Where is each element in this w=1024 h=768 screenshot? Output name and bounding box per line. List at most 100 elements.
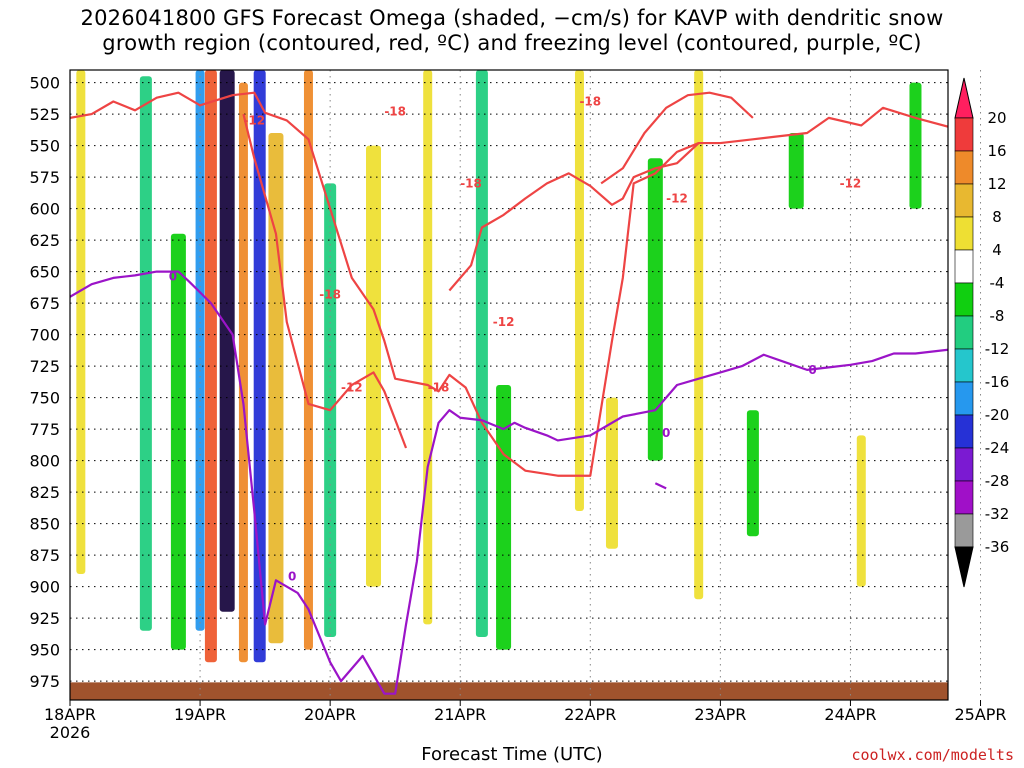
omega-blob xyxy=(366,145,382,587)
contour-label: -12 xyxy=(341,381,363,395)
x-tick-label: 19APR xyxy=(174,705,226,724)
omega-blob xyxy=(605,397,618,549)
omega-blob xyxy=(268,133,284,644)
x-tick-label: 22APR xyxy=(564,705,616,724)
omega-blob xyxy=(574,70,584,511)
contour-label: 0 xyxy=(808,363,816,377)
x-tick-label: 23APR xyxy=(694,705,746,724)
contour-label: -18 xyxy=(384,105,406,119)
colorbar-label: -12 xyxy=(985,340,1010,358)
contour-line xyxy=(70,91,700,477)
x-tick-label: 24APR xyxy=(824,705,876,724)
terrain-fill xyxy=(70,682,948,700)
y-tick-label: 575 xyxy=(29,168,60,187)
colorbar-top-arrow xyxy=(954,77,974,119)
colorbar-swatch xyxy=(954,249,974,284)
colorbar-swatch xyxy=(954,183,974,218)
y-tick-label: 950 xyxy=(29,641,60,660)
omega-blob xyxy=(788,133,804,209)
contour-line xyxy=(654,482,667,490)
contour-label: 0 xyxy=(288,570,296,584)
omega-blob xyxy=(139,76,152,631)
chart-title: 2026041800 GFS Forecast Omega (shaded, −… xyxy=(0,6,1024,56)
contour-label: -12 xyxy=(493,315,515,329)
y-tick-label: 900 xyxy=(29,578,60,597)
y-tick-label: 800 xyxy=(29,452,60,471)
colorbar-swatch xyxy=(954,117,974,152)
grid xyxy=(69,70,982,700)
colorbar-label: -24 xyxy=(985,439,1010,457)
colorbar-swatch xyxy=(954,216,974,251)
y-tick-label: 975 xyxy=(29,672,60,691)
colorbar-label: 12 xyxy=(987,175,1006,193)
colorbar-label: 4 xyxy=(992,241,1002,259)
omega-blob xyxy=(253,70,266,663)
credit-text: coolwx.com/modelts xyxy=(851,746,1014,764)
x-tick-label: 20APR xyxy=(304,705,356,724)
omega-blob xyxy=(204,70,217,663)
contour-label: -18 xyxy=(460,176,482,190)
y-tick-label: 700 xyxy=(29,326,60,345)
terrain xyxy=(70,682,948,700)
x-axis: 18APR 19APR 20APR 21APR 22APR 23APR 24APR 25APR… xyxy=(44,700,1007,742)
omega-blob xyxy=(238,82,248,663)
contour-label: 0 xyxy=(169,270,177,284)
y-tick-label: 525 xyxy=(29,105,60,124)
colorbar-label: 16 xyxy=(987,142,1006,160)
colorbar-swatch xyxy=(954,381,974,416)
contour-label: -12 xyxy=(666,192,688,206)
y-tick-label: 750 xyxy=(29,389,60,408)
colorbar-swatch xyxy=(954,447,974,482)
omega-blob xyxy=(423,70,433,625)
contour-line xyxy=(600,91,754,185)
y-tick-label: 850 xyxy=(29,515,60,534)
colorbar: 20 16 12 8 4 -4 -8 -12 -16 -20 -24 -28 -32 -36 xyxy=(954,77,1010,588)
y-tick-label: 675 xyxy=(29,294,60,313)
colorbar-bottom-arrow xyxy=(954,546,974,588)
contour-label: -18 xyxy=(428,381,450,395)
y-axis: 500 525 550 575 600 625 650 675 700 725 750 775 800 8… xyxy=(29,74,60,691)
contour-line xyxy=(242,113,408,449)
omega-blob xyxy=(195,70,205,631)
omega-blob xyxy=(909,82,922,209)
omega-blob xyxy=(496,385,512,650)
y-tick-label: 775 xyxy=(29,420,60,439)
title-line-2: growth region (contoured, red, ºC) and f… xyxy=(102,31,922,55)
colorbar-label: 8 xyxy=(992,208,1002,226)
colorbar-label: -16 xyxy=(985,373,1010,391)
y-tick-label: 625 xyxy=(29,231,60,250)
colorbar-swatch xyxy=(954,348,974,383)
contour-label: 0 xyxy=(662,426,670,440)
colorbar-swatch xyxy=(954,315,974,350)
y-tick-label: 875 xyxy=(29,546,60,565)
x-year-label: 2026 xyxy=(50,723,91,742)
omega-blob xyxy=(647,158,663,461)
omega-blob xyxy=(219,70,235,612)
x-tick-label: 18APR xyxy=(44,705,96,724)
colorbar-swatch xyxy=(954,513,974,548)
colorbar-label: -4 xyxy=(990,274,1005,292)
colorbar-swatch xyxy=(954,282,974,317)
colorbar-label: -28 xyxy=(985,472,1010,490)
colorbar-label: 20 xyxy=(987,109,1006,127)
omega-blob xyxy=(76,70,86,574)
contour-label: -18 xyxy=(319,287,341,301)
title-line-1: 2026041800 GFS Forecast Omega (shaded, −… xyxy=(80,6,944,30)
contour-line xyxy=(70,270,948,695)
contours: -18 -18 -18 -18 -18 -12 -12 -12 -12 -12 0 0 0 0 xyxy=(70,91,948,695)
colorbar-label: -20 xyxy=(985,406,1010,424)
colorbar-label: -32 xyxy=(985,505,1010,523)
omega-blob xyxy=(694,70,704,600)
x-tick-label: 25APR xyxy=(954,705,1006,724)
omega-blob xyxy=(746,410,759,537)
y-tick-label: 725 xyxy=(29,357,60,376)
x-tick-label: 21APR xyxy=(434,705,486,724)
x-axis-label: Forecast Time (UTC) xyxy=(421,744,603,765)
contour-label: -12 xyxy=(840,176,862,190)
y-tick-label: 500 xyxy=(29,74,60,93)
y-tick-label: 650 xyxy=(29,263,60,282)
colorbar-label: -36 xyxy=(985,538,1010,556)
y-tick-label: 550 xyxy=(29,137,60,156)
contour-line xyxy=(448,106,948,292)
